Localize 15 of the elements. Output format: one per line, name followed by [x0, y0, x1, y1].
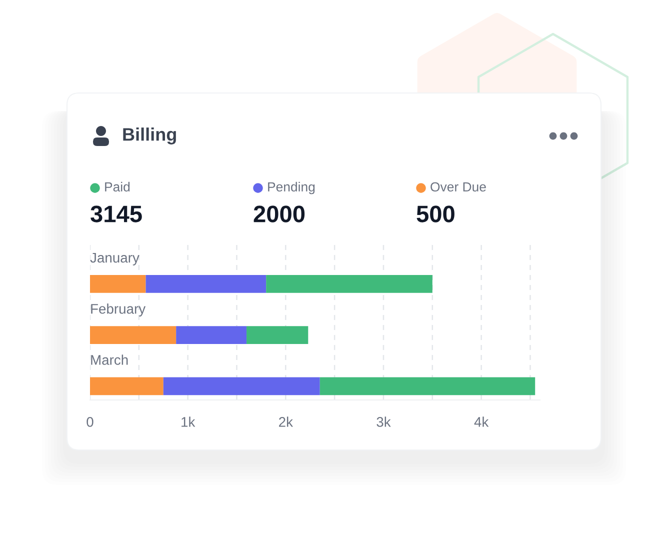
chart-title: Billing — [123, 128, 176, 144]
x-tick-label: 4k — [474, 416, 489, 427]
legend-label: Over Due — [430, 182, 486, 192]
text: 3145 — [90, 206, 142, 222]
x-tick-label: 2k — [279, 416, 294, 427]
legend-label: Paid — [105, 182, 130, 192]
text: 500 — [416, 206, 454, 222]
x-tick-label: 3k — [376, 416, 391, 427]
text: 2000 — [254, 206, 305, 222]
y-tick-label: January — [90, 252, 140, 266]
y-tick-label: February — [91, 304, 146, 317]
y-tick-label: March — [91, 354, 128, 365]
legend-label: Pending — [268, 182, 315, 194]
x-tick-label: 0 — [86, 417, 94, 427]
x-tick-label: 1k — [182, 416, 196, 427]
